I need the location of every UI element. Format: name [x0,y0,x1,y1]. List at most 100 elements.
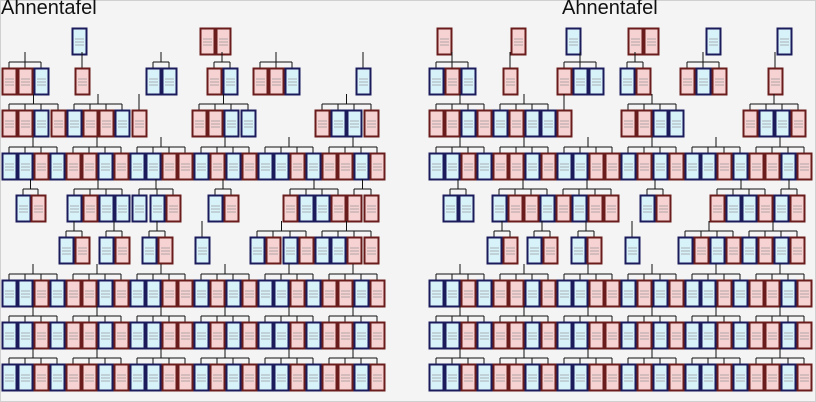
person-box-female [363,236,380,265]
person-box-female [444,109,461,138]
person-box-male [695,67,712,96]
person-box-male [141,236,158,265]
person-box-male [444,152,461,181]
person-box-male [33,67,50,96]
person-box-male [705,27,722,56]
person-box-male [526,236,543,265]
person-box-male [476,321,493,350]
person-box-male [556,321,573,350]
person-box-male [620,363,637,392]
person-box-female [241,321,258,350]
person-box-female [586,236,603,265]
person-box-male [639,194,656,223]
person-box-female [757,194,774,223]
person-box-female [337,363,354,392]
tree-title-left: Ahnentafel [1,0,97,19]
person-box-male [129,321,146,350]
person-box-female [165,194,182,223]
person-box-male [776,27,793,56]
person-box-female [82,194,99,223]
person-box-female [369,321,386,350]
person-box-female [492,152,509,181]
person-box-male [193,279,210,308]
person-box-male [709,236,726,265]
person-box-female [556,109,573,138]
person-box-female [604,279,621,308]
person-box-female [716,321,733,350]
person-box-male [540,109,557,138]
person-box-female [82,109,99,138]
person-box-female [716,279,733,308]
person-box-female [161,363,178,392]
person-box-male [428,279,445,308]
person-box-female [627,27,644,56]
person-box-male [298,194,315,223]
person-box-female [321,363,338,392]
person-box-male [145,363,162,392]
person-box-male [49,321,66,350]
person-box-male [677,236,694,265]
person-box-female [207,109,224,138]
person-box-male [249,236,266,265]
person-box-male [741,194,758,223]
person-box-female [767,67,784,96]
person-box-female [502,67,519,96]
person-box-female [476,109,493,138]
person-box-female [30,194,47,223]
person-box-female [114,236,131,265]
person-box-female [588,363,605,392]
person-box-male [476,279,493,308]
person-box-male [353,152,370,181]
person-box-female [282,194,299,223]
person-box-female [241,152,258,181]
person-box-female [748,321,765,350]
person-box-male [624,236,641,265]
person-box-male [129,363,146,392]
person-box-male [588,67,605,96]
person-box-female [796,363,813,392]
person-box-female [65,152,82,181]
person-box-female [289,279,306,308]
person-box-male [572,67,589,96]
person-box-female [1,67,18,96]
person-box-female [444,67,461,96]
person-box-male [572,152,589,181]
person-box-male [780,152,797,181]
person-box-female [74,236,91,265]
person-box-male [741,236,758,265]
person-box-male [700,363,717,392]
person-box-male [428,363,445,392]
person-box-male [619,67,636,96]
person-box-female [460,152,477,181]
person-box-female [540,152,557,181]
person-box-female [321,321,338,350]
person-box-male [1,363,18,392]
person-box-female [113,321,130,350]
person-box-male [684,363,701,392]
person-box-female [711,67,728,96]
person-box-female [337,152,354,181]
person-box-female [337,279,354,308]
person-box-male [71,27,88,56]
person-box-female [33,152,50,181]
person-box-female [346,236,363,265]
person-box-female [620,109,637,138]
person-box-female [98,109,115,138]
person-box-female [636,321,653,350]
person-box-male [652,279,669,308]
person-box-male [732,152,749,181]
person-box-female [157,236,174,265]
person-box-female [636,363,653,392]
person-box-male [114,109,131,138]
person-box-female [789,236,806,265]
person-box-female [17,67,34,96]
person-box-female [177,279,194,308]
person-box-male [207,194,224,223]
person-box-male [66,109,83,138]
person-box-male [129,152,146,181]
person-box-male [225,321,242,350]
person-box-female [542,236,559,265]
person-box-male [758,109,775,138]
person-box-male [305,152,322,181]
